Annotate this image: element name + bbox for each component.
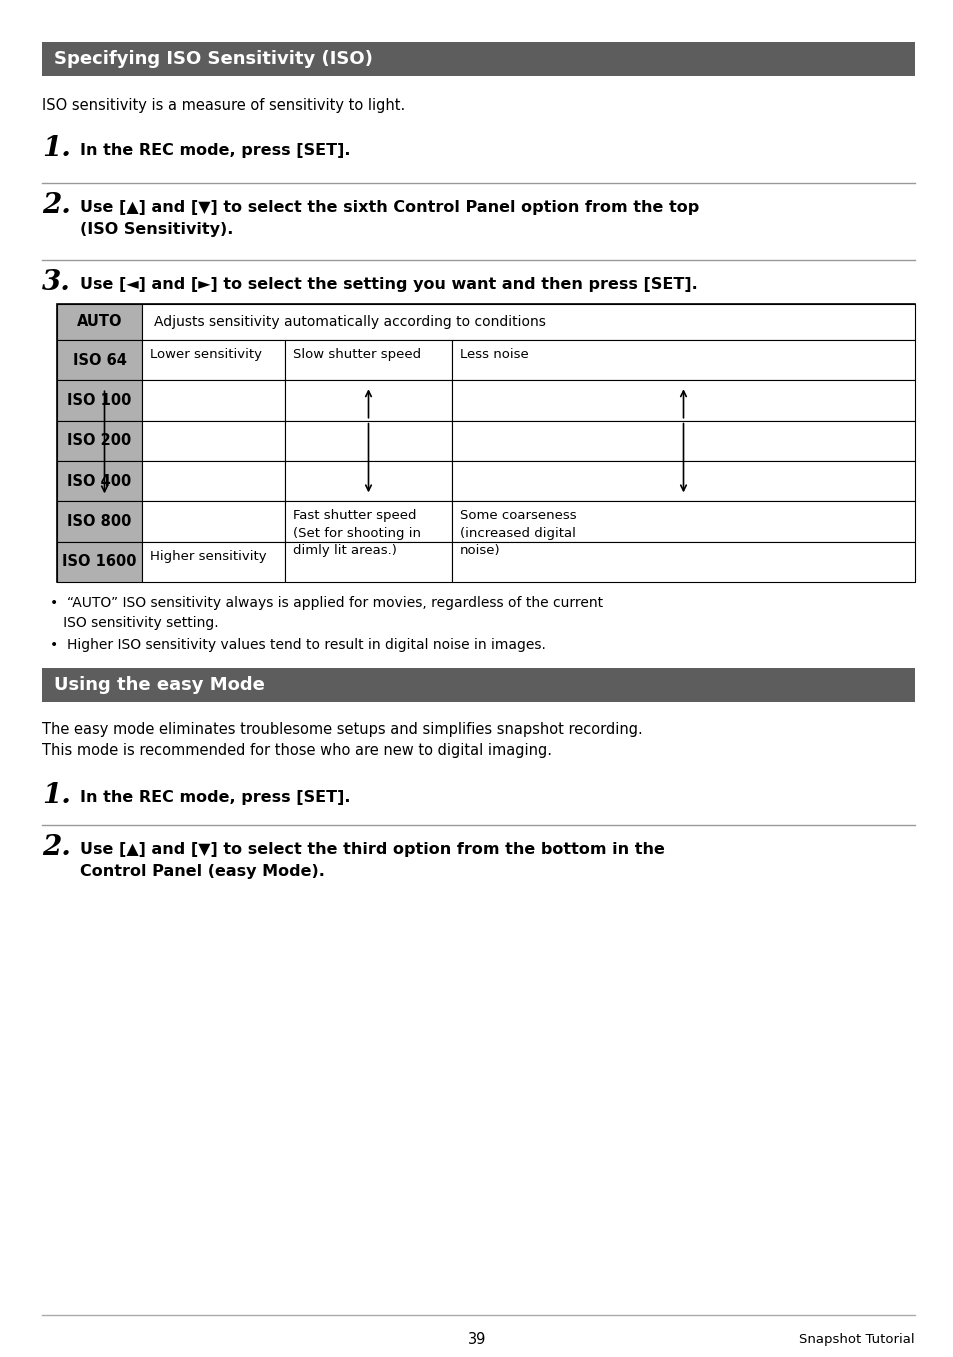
Text: 1.: 1. bbox=[42, 134, 71, 161]
Bar bbox=[452, 421, 914, 461]
Text: In the REC mode, press [SET].: In the REC mode, press [SET]. bbox=[80, 142, 350, 157]
Bar bbox=[142, 461, 285, 501]
Bar bbox=[452, 501, 914, 541]
Bar bbox=[42, 668, 914, 702]
Bar bbox=[57, 541, 142, 582]
Text: Specifying ISO Sensitivity (ISO): Specifying ISO Sensitivity (ISO) bbox=[54, 50, 373, 68]
Text: ISO 64: ISO 64 bbox=[72, 353, 127, 368]
Bar bbox=[452, 461, 914, 501]
Bar bbox=[285, 541, 452, 582]
Text: ISO 400: ISO 400 bbox=[68, 474, 132, 489]
Text: Use [▲] and [▼] to select the third option from the bottom in the: Use [▲] and [▼] to select the third opti… bbox=[80, 841, 664, 858]
Bar bbox=[42, 42, 914, 76]
Text: Control Panel (easy Mode).: Control Panel (easy Mode). bbox=[80, 864, 325, 879]
Text: Using the easy Mode: Using the easy Mode bbox=[54, 676, 265, 693]
Text: Slow shutter speed: Slow shutter speed bbox=[293, 347, 420, 361]
Text: ISO sensitivity setting.: ISO sensitivity setting. bbox=[50, 616, 218, 630]
Bar bbox=[142, 541, 285, 582]
Text: This mode is recommended for those who are new to digital imaging.: This mode is recommended for those who a… bbox=[42, 744, 552, 759]
Text: Use [◄] and [►] to select the setting you want and then press [SET].: Use [◄] and [►] to select the setting yo… bbox=[80, 277, 697, 292]
Text: Higher sensitivity: Higher sensitivity bbox=[150, 550, 266, 563]
Bar bbox=[57, 461, 142, 501]
Bar bbox=[142, 304, 914, 341]
Text: In the REC mode, press [SET].: In the REC mode, press [SET]. bbox=[80, 790, 350, 805]
Bar bbox=[285, 461, 452, 501]
Text: •  Higher ISO sensitivity values tend to result in digital noise in images.: • Higher ISO sensitivity values tend to … bbox=[50, 638, 545, 651]
Bar bbox=[57, 341, 142, 380]
Text: 3.: 3. bbox=[42, 269, 71, 296]
Text: ISO 800: ISO 800 bbox=[68, 514, 132, 529]
Text: 2.: 2. bbox=[42, 191, 71, 218]
Text: Fast shutter speed
(Set for shooting in
dimly lit areas.): Fast shutter speed (Set for shooting in … bbox=[293, 509, 420, 558]
Text: ISO 200: ISO 200 bbox=[68, 433, 132, 448]
Text: The easy mode eliminates troublesome setups and simplifies snapshot recording.: The easy mode eliminates troublesome set… bbox=[42, 722, 642, 737]
Text: ISO sensitivity is a measure of sensitivity to light.: ISO sensitivity is a measure of sensitiv… bbox=[42, 98, 405, 113]
Bar bbox=[142, 501, 285, 541]
Bar bbox=[285, 380, 452, 421]
Bar bbox=[142, 341, 285, 380]
Text: AUTO: AUTO bbox=[76, 315, 122, 330]
Text: 1.: 1. bbox=[42, 782, 71, 809]
Text: (ISO Sensitivity).: (ISO Sensitivity). bbox=[80, 223, 233, 237]
Bar bbox=[142, 421, 285, 461]
Bar bbox=[57, 304, 142, 341]
Bar bbox=[452, 341, 914, 380]
Text: ISO 1600: ISO 1600 bbox=[62, 554, 136, 570]
Text: 39: 39 bbox=[467, 1333, 486, 1348]
Bar bbox=[285, 341, 452, 380]
Bar bbox=[142, 380, 285, 421]
Text: Snapshot Tutorial: Snapshot Tutorial bbox=[799, 1334, 914, 1346]
Text: ISO 100: ISO 100 bbox=[68, 394, 132, 408]
Bar bbox=[452, 380, 914, 421]
Bar bbox=[57, 304, 914, 582]
Bar bbox=[452, 541, 914, 582]
Bar bbox=[57, 501, 142, 541]
Text: •  “AUTO” ISO sensitivity always is applied for movies, regardless of the curren: • “AUTO” ISO sensitivity always is appli… bbox=[50, 596, 602, 611]
Text: Lower sensitivity: Lower sensitivity bbox=[150, 347, 262, 361]
Text: Less noise: Less noise bbox=[459, 347, 528, 361]
Bar bbox=[57, 421, 142, 461]
Text: Adjusts sensitivity automatically according to conditions: Adjusts sensitivity automatically accord… bbox=[153, 315, 545, 328]
Text: 2.: 2. bbox=[42, 835, 71, 860]
Text: Use [▲] and [▼] to select the sixth Control Panel option from the top: Use [▲] and [▼] to select the sixth Cont… bbox=[80, 199, 699, 214]
Bar bbox=[285, 501, 452, 541]
Text: Some coarseness
(increased digital
noise): Some coarseness (increased digital noise… bbox=[459, 509, 576, 558]
Bar bbox=[285, 421, 452, 461]
Bar bbox=[57, 380, 142, 421]
